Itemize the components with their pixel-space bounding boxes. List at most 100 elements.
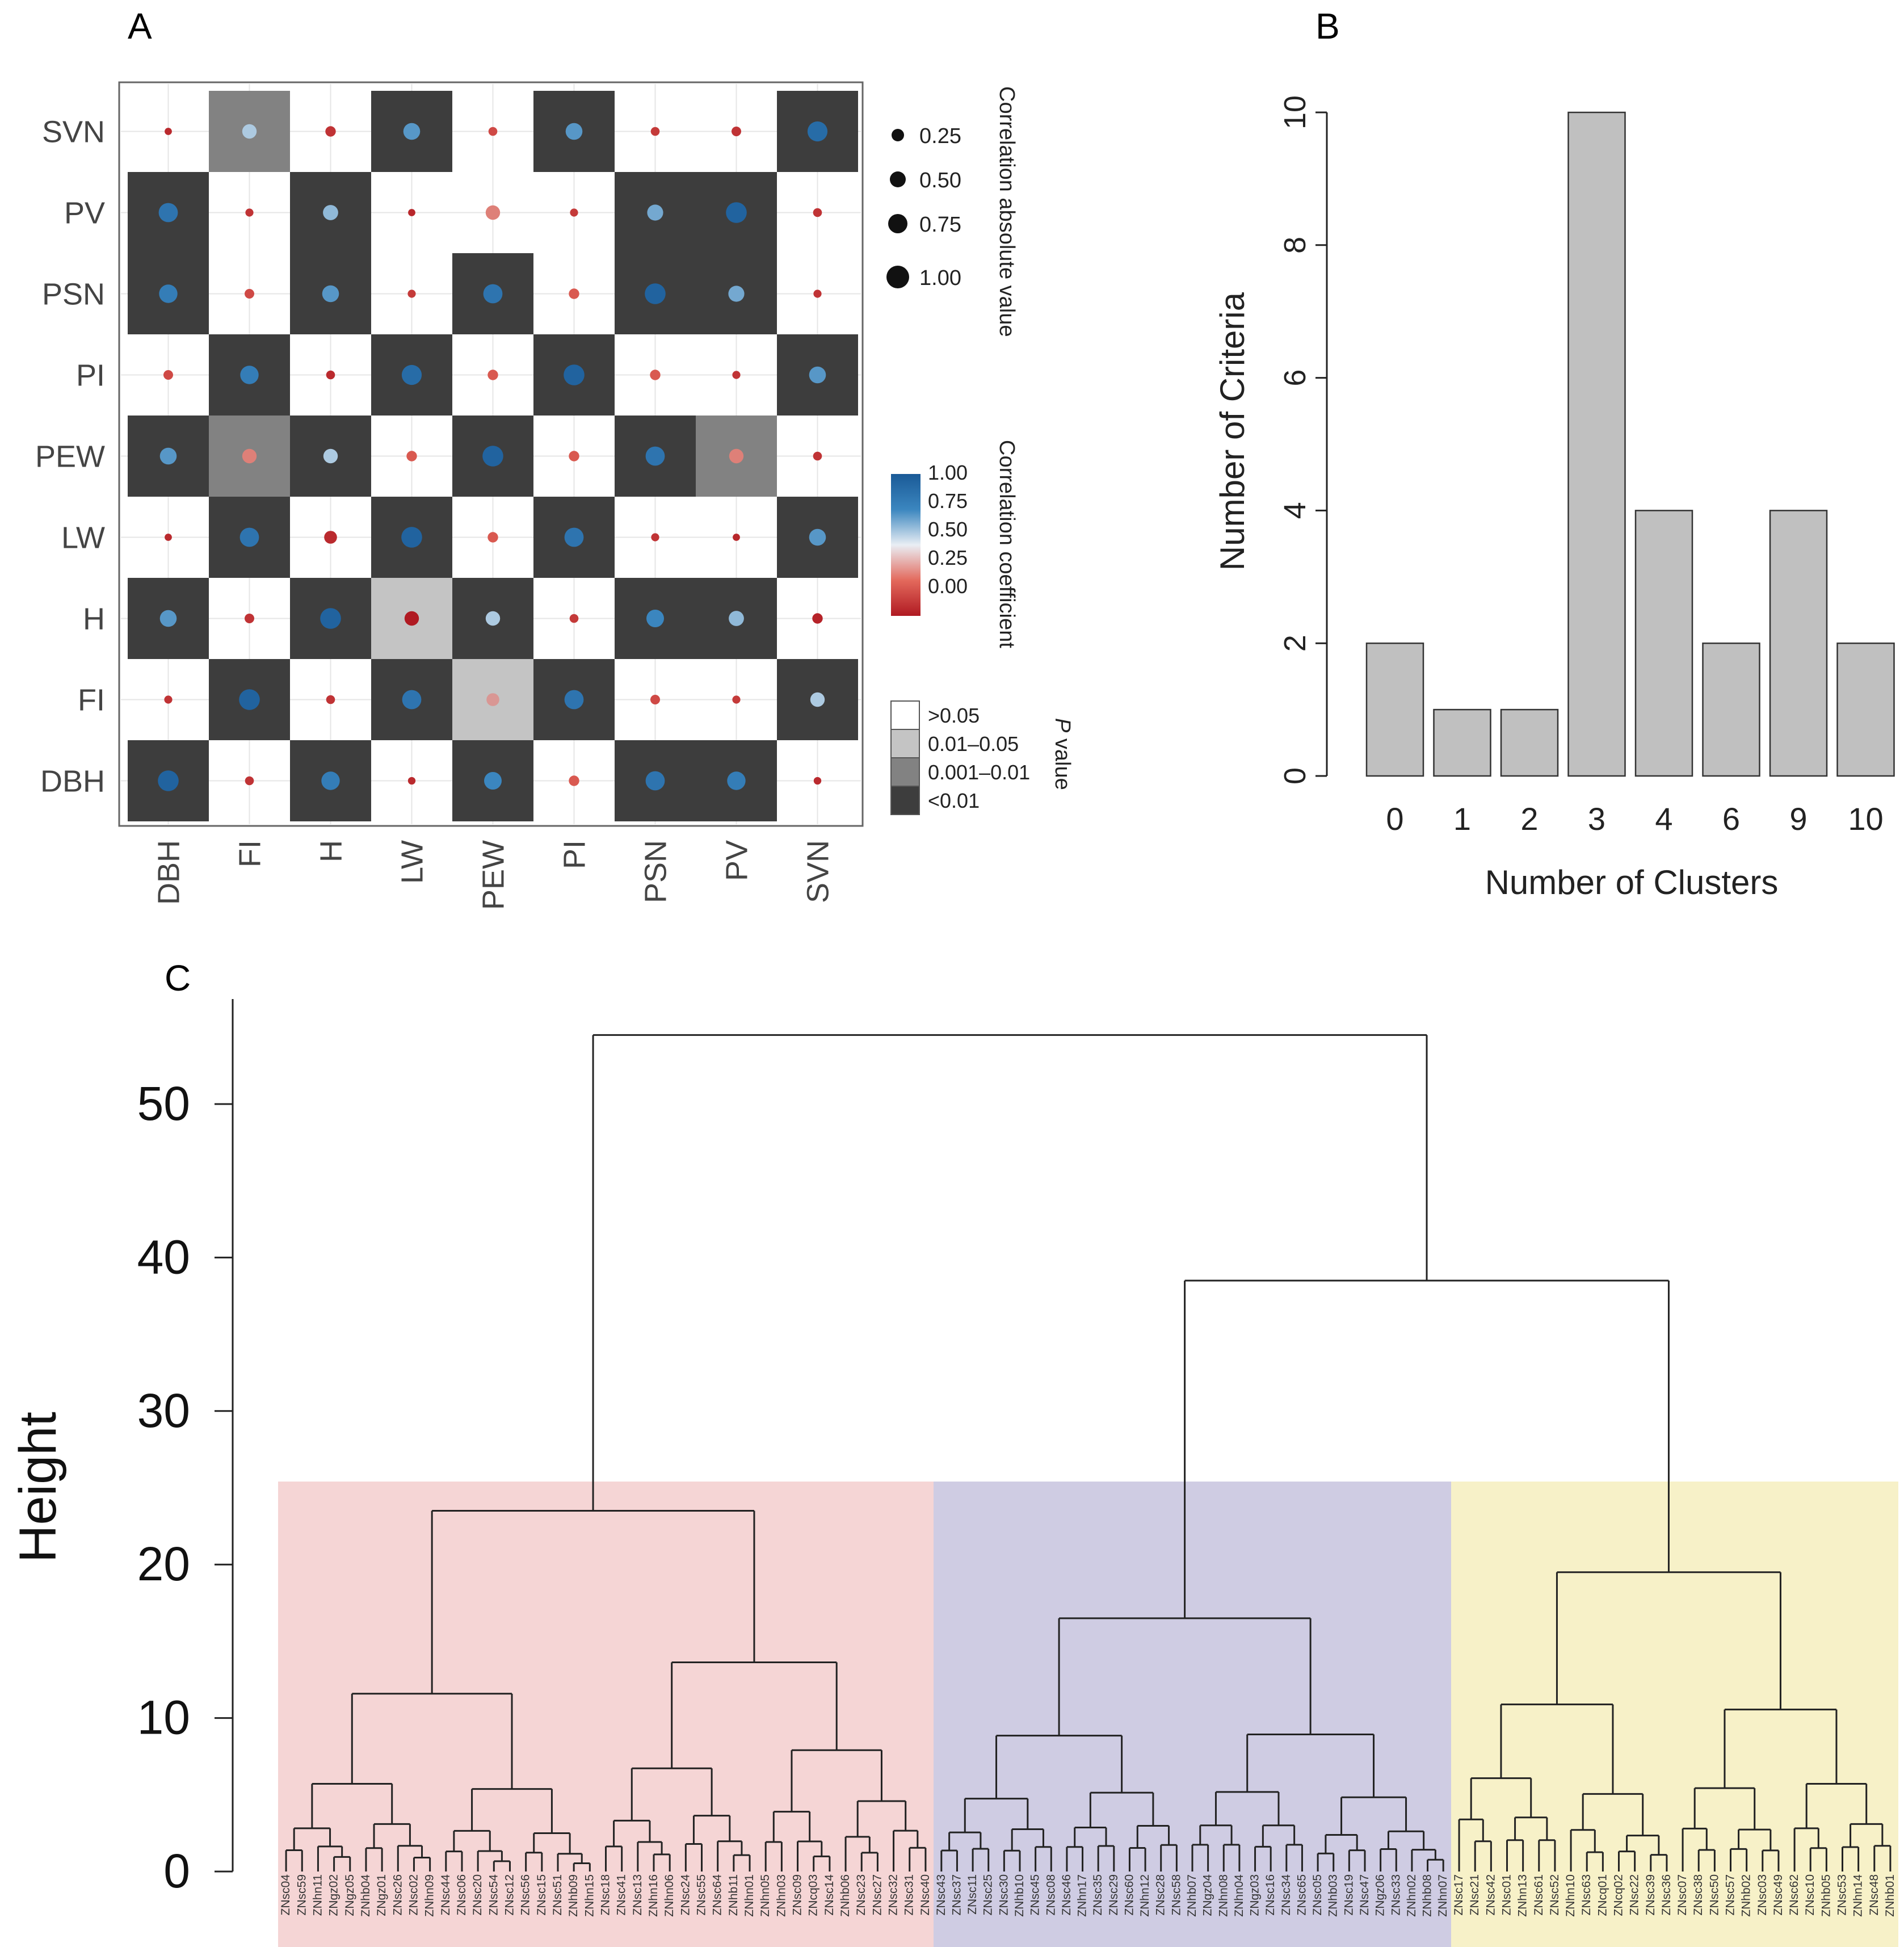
correlation-circle [813, 451, 822, 461]
c-y-tick-label: 30 [137, 1384, 190, 1437]
b-x-tick-label: 9 [1789, 801, 1807, 837]
correlation-circle [240, 366, 259, 384]
leaf-label: ZNhb02 [1740, 1874, 1753, 1917]
leaf-label: ZNsc18 [599, 1874, 612, 1915]
leaf-label: ZNgz02 [327, 1874, 341, 1916]
correlation-circle [729, 448, 744, 464]
col-label: PI [558, 840, 592, 869]
correlation-circle [325, 126, 336, 137]
correlation-circle [728, 286, 745, 302]
row-label: DBH [40, 765, 105, 799]
b-x-axis-title: Number of Clusters [1485, 863, 1779, 901]
leaf-label: ZNhn06 [663, 1874, 676, 1917]
leaf-label: ZNsc09 [791, 1874, 804, 1915]
correlation-circle [245, 614, 254, 623]
correlation-circle [650, 127, 660, 136]
cluster-background [1451, 1482, 1898, 1947]
leaf-label: ZNhn08 [1217, 1874, 1230, 1917]
color-legend-label: 0.25 [928, 546, 968, 569]
correlation-circle [485, 205, 501, 220]
correlation-circle [813, 208, 822, 217]
correlation-circle [813, 289, 822, 298]
correlation-circle [569, 775, 579, 786]
c-y-tick-label: 20 [137, 1537, 190, 1591]
row-label: PI [76, 359, 105, 393]
size-legend-label: 0.50 [919, 169, 961, 192]
leaf-label: ZNsc01 [1500, 1874, 1514, 1915]
c-y-tick-label: 10 [137, 1691, 190, 1744]
b-x-tick-label: 1 [1453, 801, 1471, 837]
leaf-label: ZNsc34 [1280, 1874, 1293, 1916]
b-y-tick-label: 4 [1278, 502, 1312, 519]
leaf-label: ZNsc07 [1676, 1874, 1689, 1915]
correlation-circle [651, 533, 659, 542]
panel-label-a: A [128, 6, 152, 47]
correlation-circle [732, 695, 741, 704]
matrix-row-labels: SVN PV PSN PI PEW LW H FI DBH [35, 115, 105, 799]
row-label: PSN [42, 278, 105, 312]
leaf-label: ZNsc33 [1389, 1874, 1402, 1915]
correlation-circle [488, 127, 498, 136]
correlation-circle [482, 446, 503, 467]
leaf-label: ZNsc48 [1868, 1874, 1881, 1915]
correlation-circle [323, 205, 338, 220]
leaf-label: ZNsc04 [279, 1874, 292, 1916]
correlation-circle [487, 370, 498, 380]
correlation-circle [326, 370, 335, 380]
correlation-circle [407, 289, 416, 298]
correlation-circle [159, 610, 177, 627]
leaf-label: ZNsc45 [1029, 1874, 1042, 1915]
matrix-col-labels: DBH FI H LW PEW PI PSN PV SVN [152, 840, 835, 910]
size-legend-dot [890, 171, 906, 187]
leaf-label: ZNsc32 [887, 1874, 900, 1915]
leaf-label: ZNsc21 [1468, 1874, 1481, 1915]
size-legend-dot [892, 129, 904, 141]
correlation-circle [245, 208, 254, 217]
size-legend-label: 0.75 [919, 213, 961, 237]
correlation-circle [483, 284, 503, 304]
leaf-label: ZNhn04 [1233, 1874, 1246, 1917]
pvalue-legend-swatch [890, 757, 920, 787]
correlation-circle [645, 446, 665, 466]
b-x-tick-labels: 0 1 2 3 4 6 9 10 [1386, 801, 1883, 837]
col-label: H [314, 840, 348, 862]
correlation-circle [733, 534, 740, 541]
leaf-label: ZNsc05 [1311, 1874, 1324, 1915]
correlation-circle [401, 527, 422, 548]
leaf-label: ZNcq01 [1596, 1874, 1609, 1916]
leaf-label: ZNsc37 [950, 1874, 963, 1915]
leaf-label: ZNsc40 [919, 1874, 932, 1915]
leaf-label: ZNsc51 [551, 1874, 564, 1915]
b-y-tick-label: 6 [1278, 370, 1312, 387]
correlation-circle [239, 527, 259, 547]
leaf-label: ZNsc44 [439, 1874, 452, 1916]
leaf-label: ZNsc11 [966, 1874, 979, 1915]
leaf-label: ZNhn02 [1405, 1874, 1418, 1917]
color-legend: 1.00 0.75 0.50 0.25 0.00 Correlation coeffic… [891, 440, 1019, 648]
correlation-circle [813, 777, 822, 785]
leaf-label: ZNsc59 [295, 1874, 308, 1915]
leaf-label: ZNsc31 [903, 1874, 916, 1915]
correlation-circle [569, 288, 579, 299]
leaf-label: ZNsc23 [855, 1874, 868, 1915]
leaf-label: ZNsc64 [711, 1874, 724, 1916]
leaf-label: ZNsc13 [631, 1874, 644, 1915]
pvalue-legend-label: 0.01–0.05 [928, 732, 1019, 756]
leaf-label: ZNsc03 [1756, 1874, 1769, 1915]
row-label: H [83, 602, 105, 636]
leaf-label: ZNsc06 [455, 1874, 468, 1915]
correlation-circle [645, 771, 665, 791]
correlation-circle [569, 451, 579, 461]
leaf-label: ZNhn15 [583, 1874, 596, 1917]
cluster-backgrounds [278, 1482, 1898, 1947]
b-x-tick-label: 2 [1520, 801, 1538, 837]
correlation-circle [487, 532, 498, 543]
correlation-circle [323, 448, 338, 464]
pvalue-legend-title-p: P [1050, 718, 1074, 733]
leaf-label: ZNsc65 [1295, 1874, 1308, 1915]
leaf-label: ZNhn17 [1076, 1874, 1089, 1917]
leaf-label: ZNsc35 [1091, 1874, 1104, 1915]
c-y-tick-label: 0 [163, 1844, 190, 1898]
correlation-circle [564, 690, 584, 710]
